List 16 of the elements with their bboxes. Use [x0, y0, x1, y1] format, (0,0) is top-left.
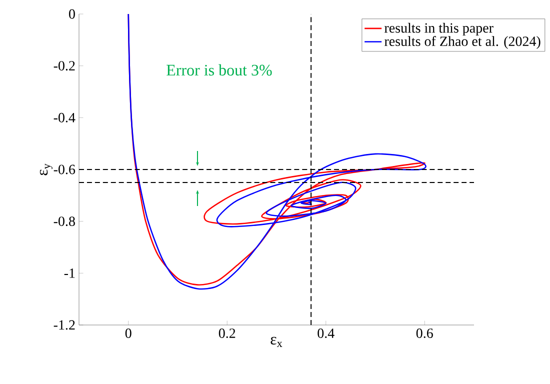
x-tick-label: 0.6	[416, 328, 433, 338]
legend-label: results of Zhao et al. (2024)	[384, 36, 540, 49]
y-tick-label: -0.4	[54, 112, 76, 122]
y-tick-label: -0.8	[54, 216, 75, 226]
x-axis-title: ε$_{x}$	[270, 336, 282, 347]
y-axis-title: ε$_{y}$	[40, 164, 52, 176]
annotation: Error is bout 3%	[166, 64, 272, 76]
y-tick-label: -0.2	[54, 61, 75, 71]
x-tick-label: 0.2	[218, 328, 236, 338]
y-tick-label: -0.6	[54, 164, 76, 174]
y-tick-label: -1.2	[54, 320, 75, 330]
x-tick-label: 0	[125, 328, 132, 338]
legend-label: results in this paper	[384, 22, 494, 36]
y-tick-label: -1	[64, 268, 75, 278]
x-tick-label: 0.4	[318, 328, 334, 338]
y-tick-label: 0	[69, 9, 75, 19]
